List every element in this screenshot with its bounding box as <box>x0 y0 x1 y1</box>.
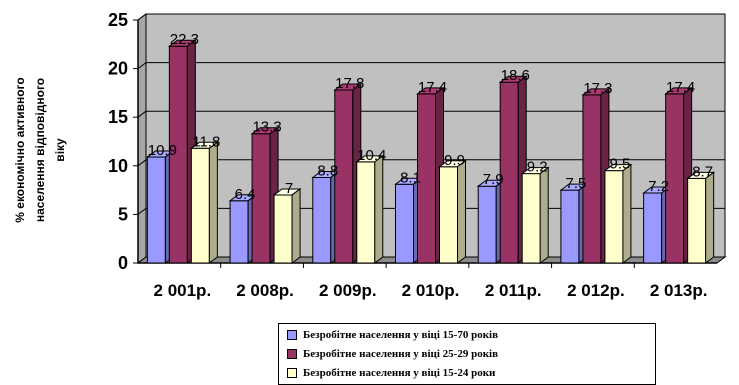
data-labels: 10.9 22.3 11.8 6.4 13.3 7 8.8 17.8 10.4 8.1 17.4 9.… <box>148 31 713 203</box>
y-axis-title: % економічно активного населення відповід… <box>13 77 67 222</box>
legend: Безробітне населення у віці 15-70 років … <box>278 323 656 385</box>
data-label: 18.6 <box>501 67 530 84</box>
data-label: 17.4 <box>418 79 447 96</box>
y-tick-label: 0 <box>118 253 128 273</box>
gridline <box>137 62 147 69</box>
x-tick-label: 2 011р. <box>485 281 542 300</box>
bar <box>498 75 528 264</box>
y-tick-label: 10 <box>108 156 128 176</box>
x-tick-label: 2 013р. <box>650 281 708 300</box>
data-label: 6.4 <box>235 186 256 203</box>
bar <box>438 159 467 264</box>
bar <box>520 166 550 264</box>
data-label: 17.8 <box>335 75 364 92</box>
bar-front <box>560 189 580 264</box>
x-tick-label: 2 009р. <box>319 281 377 300</box>
data-label: 7.9 <box>483 171 504 188</box>
data-label: 8.1 <box>400 169 421 186</box>
data-label: 9.2 <box>527 159 548 176</box>
y-axis-title-line: населення відповідного <box>33 78 47 222</box>
gridline <box>137 207 147 215</box>
data-label: 17.4 <box>666 79 695 96</box>
gridline <box>137 159 147 167</box>
bar-side <box>622 163 632 264</box>
bar-front <box>312 176 332 264</box>
y-axis-title-line: % економічно активного <box>13 77 27 222</box>
bar <box>603 163 633 264</box>
bar <box>189 141 219 264</box>
bar <box>272 187 302 264</box>
legend-swatch <box>287 330 297 340</box>
data-label: 9.9 <box>444 152 465 169</box>
y-tick-label: 15 <box>108 107 128 127</box>
bars <box>145 39 716 264</box>
data-label: 11.8 <box>192 133 220 150</box>
legend-label: Безробітне населення у віці 15-70 років <box>303 329 499 341</box>
data-label: 9.5 <box>609 156 630 173</box>
bar-front <box>146 156 166 264</box>
bar-front <box>439 166 458 264</box>
data-label: 8.7 <box>692 163 713 180</box>
x-tick-label: 2 010р. <box>402 281 460 300</box>
bar-front <box>687 177 707 264</box>
bar-front <box>395 183 414 264</box>
legend-item: Безробітне населення у віці 25-29 років <box>287 346 498 362</box>
legend-item: Безробітне населення у віці 15-70 років <box>287 327 498 343</box>
bar-front <box>477 185 497 264</box>
data-label: 17.3 <box>583 80 612 97</box>
legend-item: Безробітне населення у віці 15-24 роки <box>287 365 495 381</box>
data-label: 13.3 <box>252 119 281 136</box>
data-label: 7.5 <box>565 175 586 192</box>
data-label: 8.8 <box>317 162 338 179</box>
y-tick-label: 20 <box>108 59 128 79</box>
x-tick-label: 2 012р. <box>567 281 625 300</box>
bar-side <box>208 141 218 264</box>
legend-swatch <box>287 349 297 359</box>
tick-labels: 0 5 10 15 20 25 2 001р. 2 008р. 2 009р. 2 010р. 2 … <box>108 10 708 300</box>
y-axis-title-line: віку <box>53 138 67 162</box>
y-tick-label: 5 <box>118 204 128 224</box>
x-tick-label: 2 001р. <box>154 281 212 300</box>
legend-label: Безробітне населення у віці 25-29 років <box>303 348 499 360</box>
bar-front <box>521 173 541 264</box>
bar-side <box>539 166 549 264</box>
bar-front <box>604 170 624 264</box>
bar <box>355 154 385 264</box>
bar-front <box>229 200 249 264</box>
bar-front <box>643 192 663 264</box>
bar-side <box>705 171 715 264</box>
data-label: 10.4 <box>357 147 386 164</box>
legend-label: Безробітне населення у віці 15-24 роки <box>303 367 496 379</box>
y-tick-label: 25 <box>108 10 128 30</box>
data-label: 22.3 <box>170 31 199 48</box>
data-label: 7.2 <box>648 178 669 195</box>
bar-side <box>291 187 301 264</box>
side-wall <box>137 13 147 264</box>
gridline <box>137 110 147 118</box>
bar-front <box>190 147 210 264</box>
legend-swatch <box>287 368 297 378</box>
x-tick-label: 2 008р. <box>236 281 294 300</box>
data-label: 7 <box>285 180 293 197</box>
chart: 0 5 10 15 20 25 2 001р. 2 008р. 2 009р. 2 010р. 2 … <box>13 10 727 300</box>
bar <box>686 171 716 264</box>
bar-side <box>457 159 466 264</box>
bar-front <box>356 161 376 264</box>
bar-side <box>374 154 384 264</box>
gridline <box>137 13 147 21</box>
bar-front <box>273 194 293 264</box>
data-label: 10.9 <box>148 142 177 159</box>
y-axis-label: % економічно активного населення відповід… <box>13 77 67 222</box>
